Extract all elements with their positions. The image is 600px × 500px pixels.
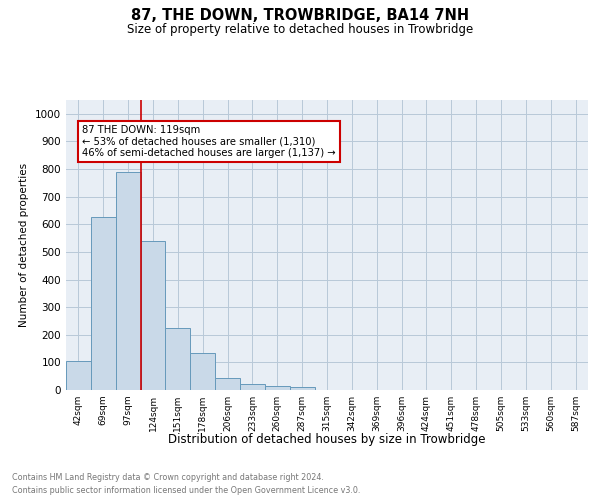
Text: Size of property relative to detached houses in Trowbridge: Size of property relative to detached ho…: [127, 22, 473, 36]
Bar: [265, 386, 290, 390]
Bar: [215, 378, 240, 390]
Bar: [66, 361, 91, 390]
Text: Contains public sector information licensed under the Open Government Licence v3: Contains public sector information licen…: [12, 486, 361, 495]
Bar: [140, 241, 166, 390]
Bar: [240, 384, 265, 390]
Y-axis label: Number of detached properties: Number of detached properties: [19, 163, 29, 327]
Bar: [190, 352, 215, 390]
Text: Contains HM Land Registry data © Crown copyright and database right 2024.: Contains HM Land Registry data © Crown c…: [12, 474, 324, 482]
Text: 87, THE DOWN, TROWBRIDGE, BA14 7NH: 87, THE DOWN, TROWBRIDGE, BA14 7NH: [131, 8, 469, 22]
Bar: [166, 328, 190, 390]
Bar: [91, 218, 116, 390]
Bar: [290, 387, 314, 390]
Text: Distribution of detached houses by size in Trowbridge: Distribution of detached houses by size …: [168, 432, 486, 446]
Bar: [116, 172, 140, 390]
Text: 87 THE DOWN: 119sqm
← 53% of detached houses are smaller (1,310)
46% of semi-det: 87 THE DOWN: 119sqm ← 53% of detached ho…: [82, 125, 336, 158]
